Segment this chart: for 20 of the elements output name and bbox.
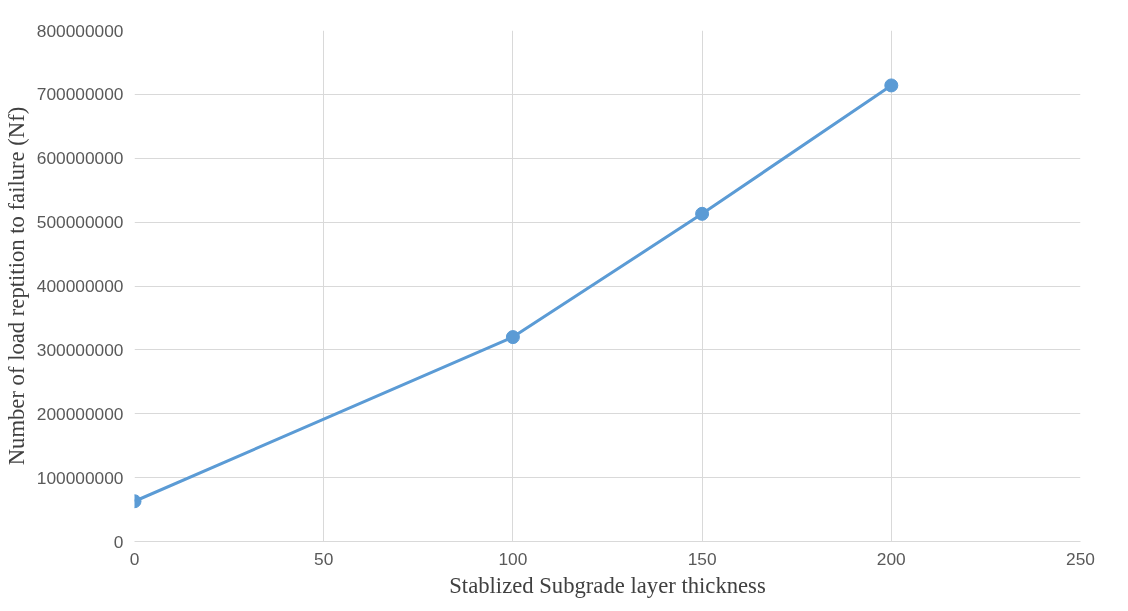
point (505, 330, 520, 345)
x-tick-label: 200 (876, 548, 906, 569)
x-tick-label: 50 (314, 548, 334, 569)
x-axis-title: Stablized Subgrade layer thickness (449, 572, 766, 598)
x-tick-label: 150 (687, 548, 717, 569)
x-tick-label: 0 (129, 548, 140, 569)
y-tick-label: 600000000 (36, 148, 124, 169)
point (884, 78, 899, 93)
y-tick-label: 500000000 (36, 212, 124, 233)
y-tick-label: 0 (113, 531, 124, 552)
x-tick-label: 250 (1066, 548, 1095, 569)
y-tick-label: 100000000 (36, 467, 124, 488)
point (695, 206, 710, 221)
y-tick-label: 400000000 (36, 276, 124, 296)
y-tick-label: 700000000 (36, 84, 124, 105)
y-tick-label: 200000000 (36, 403, 124, 424)
y-tick-label: 300000000 (36, 339, 124, 360)
y-tick-label: 800000000 (36, 20, 124, 41)
y-axis-title: Number of load reptition to failure (Nf) (3, 106, 29, 466)
x-tick-label: 100 (498, 548, 528, 569)
